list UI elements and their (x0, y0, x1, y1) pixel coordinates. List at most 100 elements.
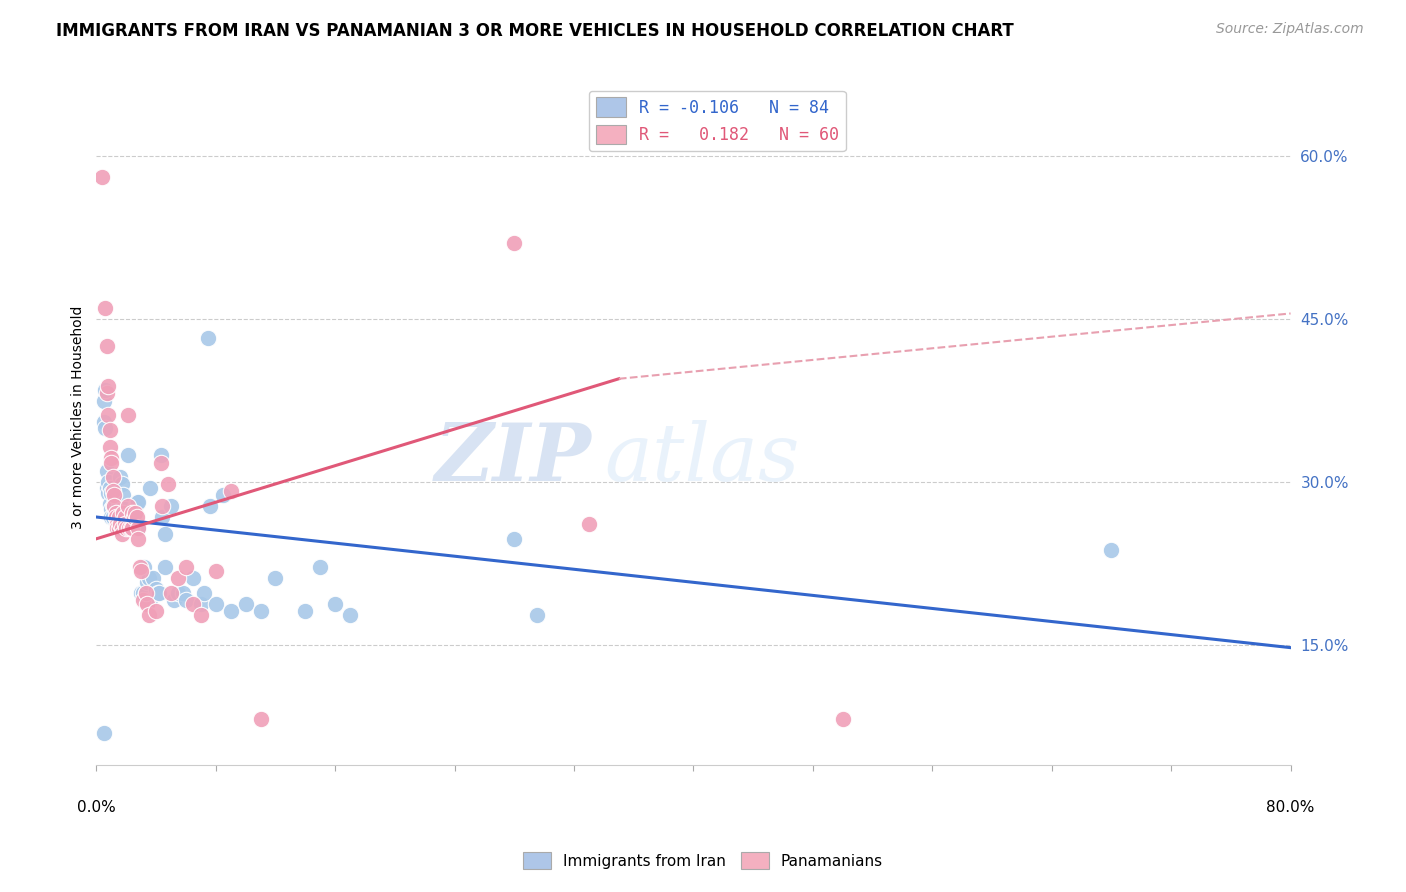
Point (110, 508, 132, 522)
Point (127, 532, 149, 546)
Point (190, 607, 212, 622)
Point (204, 597, 226, 611)
Point (139, 481, 162, 495)
Point (145, 604, 167, 618)
Text: ZIP: ZIP (434, 420, 592, 498)
Point (134, 560, 156, 574)
Text: Source: ZipAtlas.com: Source: ZipAtlas.com (1216, 22, 1364, 37)
Point (112, 506, 135, 520)
Point (503, 235, 526, 250)
Point (503, 532, 526, 546)
Point (117, 513, 139, 527)
Point (97, 486, 120, 500)
Point (146, 586, 169, 600)
Point (103, 499, 125, 513)
Point (198, 499, 221, 513)
Text: 0.0%: 0.0% (77, 800, 115, 815)
Point (125, 510, 148, 524)
Point (309, 560, 332, 574)
Point (160, 499, 183, 513)
Point (118, 521, 141, 535)
Point (110, 469, 132, 483)
Point (138, 607, 160, 622)
Point (101, 510, 124, 524)
Point (100, 502, 122, 516)
Point (100, 486, 122, 500)
Point (105, 516, 128, 531)
Point (235, 597, 257, 611)
Point (122, 516, 145, 531)
Point (96, 481, 118, 495)
Point (104, 506, 127, 520)
Point (153, 560, 176, 574)
Point (124, 506, 146, 520)
Point (219, 604, 242, 618)
Point (167, 571, 190, 585)
Point (131, 592, 153, 607)
Point (103, 499, 125, 513)
Point (101, 483, 124, 498)
Point (129, 586, 152, 600)
Point (1101, 542, 1123, 557)
Point (104, 510, 127, 524)
Point (97, 475, 120, 490)
Point (122, 510, 145, 524)
Point (117, 499, 139, 513)
Legend: Immigrants from Iran, Panamanians: Immigrants from Iran, Panamanians (517, 846, 889, 875)
Point (339, 607, 361, 622)
Point (110, 518, 132, 533)
Point (118, 521, 141, 535)
Point (112, 510, 135, 524)
Point (135, 586, 157, 600)
Point (112, 488, 135, 502)
Point (136, 575, 159, 590)
Point (127, 521, 149, 535)
Point (114, 518, 136, 533)
Point (114, 510, 136, 524)
Point (249, 604, 271, 618)
Point (149, 448, 172, 462)
Point (136, 597, 159, 611)
Point (156, 477, 179, 491)
Point (111, 521, 134, 535)
Point (111, 527, 134, 541)
Point (219, 483, 242, 498)
Point (96, 339, 118, 353)
Point (96, 385, 118, 400)
Point (94, 421, 117, 435)
Point (117, 448, 139, 462)
Point (142, 571, 165, 585)
Point (98, 441, 121, 455)
Text: IMMIGRANTS FROM IRAN VS PANAMANIAN 3 OR MORE VEHICLES IN HOUSEHOLD CORRELATION C: IMMIGRANTS FROM IRAN VS PANAMANIAN 3 OR … (56, 22, 1014, 40)
Point (163, 592, 186, 607)
Point (183, 571, 205, 585)
Point (264, 571, 287, 585)
Point (172, 586, 194, 600)
Point (111, 477, 134, 491)
Point (160, 586, 183, 600)
Point (104, 510, 127, 524)
Point (121, 506, 143, 520)
Point (105, 513, 128, 527)
Point (93, 393, 115, 408)
Point (112, 521, 135, 535)
Legend: R = -0.106   N = 84, R =   0.182   N = 60: R = -0.106 N = 84, R = 0.182 N = 60 (589, 91, 845, 151)
Point (174, 560, 197, 574)
Point (103, 486, 125, 500)
Point (107, 521, 129, 535)
Point (107, 513, 129, 527)
Point (94, 301, 117, 315)
Point (114, 502, 136, 516)
Point (128, 560, 150, 574)
Point (115, 510, 138, 524)
Point (190, 597, 212, 611)
Point (98, 423, 121, 437)
Point (101, 469, 124, 483)
Point (110, 516, 132, 531)
Point (148, 586, 170, 600)
Point (139, 592, 162, 607)
Point (114, 516, 136, 531)
Point (100, 451, 122, 466)
Point (107, 510, 129, 524)
Point (122, 502, 145, 516)
